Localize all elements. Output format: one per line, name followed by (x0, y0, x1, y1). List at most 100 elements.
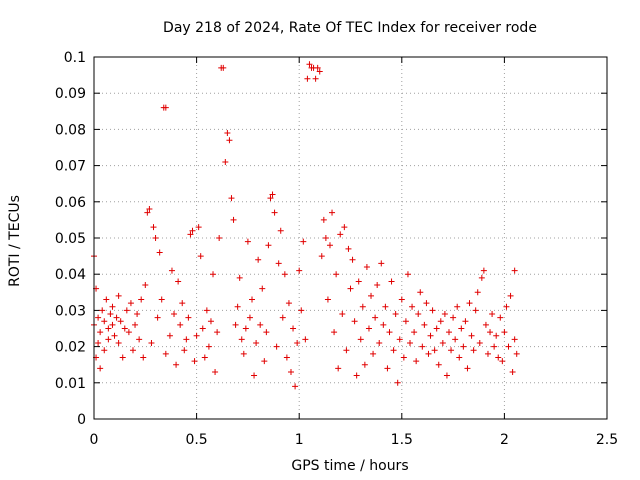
y-tick-label: 0.08 (55, 122, 86, 138)
data-point (466, 300, 473, 307)
data-point (101, 318, 108, 325)
data-point (511, 267, 518, 274)
chart-title: Day 218 of 2024, Rate Of TEC Index for r… (163, 20, 537, 36)
data-point (240, 350, 247, 357)
data-point (326, 242, 333, 249)
data-point (97, 365, 104, 372)
data-point (238, 336, 245, 343)
data-point (281, 271, 288, 278)
data-point (249, 296, 256, 303)
data-point (183, 336, 190, 343)
data-point (224, 130, 231, 137)
data-point (441, 311, 448, 318)
plot-frame (93, 56, 608, 420)
grid-lines (94, 57, 607, 419)
data-point (312, 75, 319, 82)
data-point (105, 336, 112, 343)
data-point (322, 235, 329, 241)
data-point (497, 314, 504, 321)
data-point (111, 332, 118, 339)
axis-ticks: 0 0.01 0.02 0.03 0.04 0.05 0.06 0.07 0.08 0.09 0.1… (55, 50, 618, 448)
data-point (152, 235, 159, 241)
data-point (425, 350, 432, 357)
data-point (166, 332, 173, 339)
data-point (433, 325, 440, 332)
data-point (396, 336, 403, 343)
data-point (101, 347, 108, 354)
data-point (177, 321, 184, 328)
data-point (464, 365, 471, 372)
x-axis-label: GPS time / hours (291, 458, 408, 474)
data-point (335, 365, 342, 372)
y-tick-label: 0 (77, 412, 86, 428)
data-point (103, 296, 110, 303)
data-point (162, 350, 169, 357)
data-point (509, 368, 516, 375)
data-point (156, 249, 163, 256)
data-point (105, 325, 112, 332)
data-point (123, 307, 130, 314)
data-point (501, 329, 508, 336)
data-point (343, 347, 350, 354)
data-point (450, 314, 457, 321)
data-point (331, 329, 338, 336)
data-point (134, 311, 141, 318)
data-point (376, 339, 383, 346)
data-point (448, 347, 455, 354)
y-tick-label: 0.09 (55, 86, 86, 102)
data-point (482, 321, 489, 328)
data-point (158, 296, 165, 303)
data-point (228, 195, 235, 202)
data-point (480, 267, 487, 274)
data-point (115, 292, 122, 299)
data-point (470, 347, 477, 354)
data-point (129, 347, 136, 354)
data-point (361, 361, 368, 368)
data-point (407, 339, 414, 346)
y-tick-label: 0.01 (55, 376, 86, 392)
data-point (388, 278, 395, 285)
data-point (244, 238, 251, 245)
data-point (246, 314, 253, 321)
data-point (439, 339, 446, 346)
data-point (290, 325, 297, 332)
y-tick-label: 0.04 (55, 267, 86, 283)
data-point (279, 314, 286, 321)
data-points (91, 61, 520, 390)
data-point (121, 325, 128, 332)
data-point (253, 339, 260, 346)
data-point (493, 332, 500, 339)
data-point (314, 64, 321, 71)
data-point (454, 303, 461, 310)
data-point (263, 329, 270, 336)
data-point (374, 282, 381, 289)
data-point (474, 289, 481, 296)
data-point (427, 332, 434, 339)
data-point (382, 303, 389, 310)
data-point (115, 339, 122, 346)
x-tick-label: 2.5 (596, 432, 618, 448)
data-point (347, 285, 354, 292)
x-tick-label: 0.5 (185, 432, 207, 448)
y-axis-label: ROTI / TECUs (7, 195, 23, 287)
data-point (357, 336, 364, 343)
data-point (404, 271, 411, 278)
data-point (318, 253, 325, 260)
data-point (324, 296, 331, 303)
data-point (386, 329, 393, 336)
data-point (277, 227, 284, 234)
y-tick-label: 0.07 (55, 159, 86, 175)
data-point (154, 314, 161, 321)
data-point (345, 245, 352, 252)
data-point (127, 300, 134, 307)
data-point (302, 336, 309, 343)
data-point (398, 296, 405, 303)
data-point (339, 311, 346, 318)
data-point (368, 292, 375, 299)
data-point (109, 321, 116, 328)
x-tick-label: 0 (90, 432, 99, 448)
data-point (144, 209, 151, 216)
data-point (298, 307, 305, 314)
data-point (394, 379, 401, 386)
